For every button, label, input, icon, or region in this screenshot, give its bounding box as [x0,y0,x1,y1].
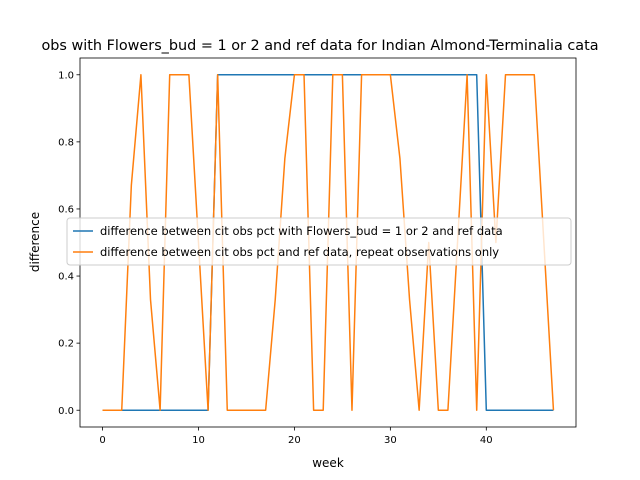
chart-title: obs with Flowers_bud = 1 or 2 and ref da… [41,38,598,54]
y-tick-label: 0.0 [58,406,74,417]
y-tick-label: 0.2 [58,339,74,350]
x-tick-label: 0 [99,435,105,446]
x-axis-label: week [312,456,344,470]
y-tick-label: 0.6 [58,205,74,216]
legend: difference between cit obs pct with Flow… [66,217,572,266]
x-tick-label: 20 [288,435,301,446]
y-axis-label: difference [28,212,42,272]
legend-label-1: difference between cit obs pct with Flow… [100,224,503,238]
y-tick-label: 0.8 [58,137,74,148]
x-tick-label: 40 [480,435,493,446]
legend-box [66,217,572,266]
x-tick-label: 10 [192,435,205,446]
y-tick-label: 0.4 [58,272,74,283]
y-tick-label: 1.0 [58,70,74,81]
x-tick-label: 30 [384,435,397,446]
series-line-1 [102,74,554,411]
legend-label-2: difference between cit obs pct and ref d… [100,245,499,259]
